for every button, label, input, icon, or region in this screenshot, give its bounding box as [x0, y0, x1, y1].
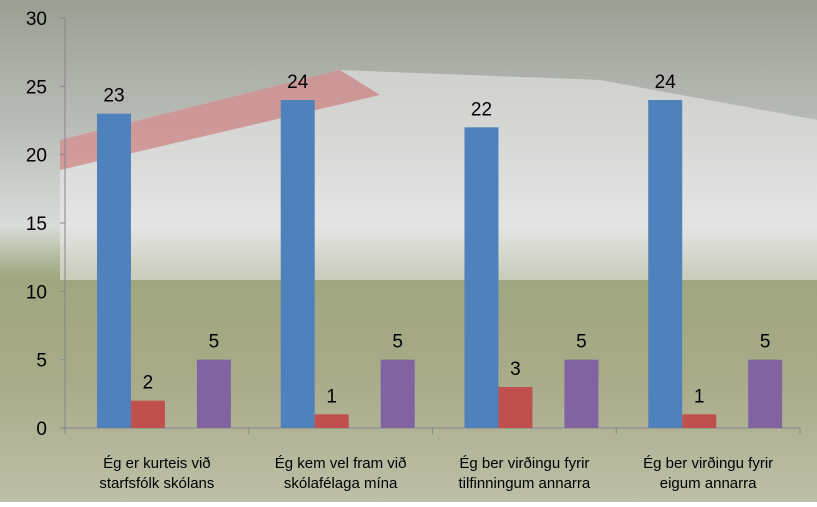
value-label: 3 — [510, 359, 521, 380]
x-tick-label-line: tilfinningum annarra — [459, 475, 591, 492]
value-label: 5 — [209, 332, 220, 353]
y-tick-label: 25 — [26, 77, 47, 98]
y-tick-label: 30 — [26, 9, 47, 30]
value-label: 23 — [103, 86, 124, 107]
bar — [315, 414, 349, 428]
x-tick-label-line: starfsfólk skólans — [99, 475, 214, 492]
chart: 051015202530Ég er kurteis viðstarfsfólk … — [0, 0, 817, 502]
bar — [648, 100, 682, 428]
bar — [197, 360, 231, 428]
bar — [381, 360, 415, 428]
y-tick-label: 5 — [36, 351, 47, 372]
x-tick-label-line: eigum annarra — [660, 475, 757, 492]
value-label: 1 — [694, 386, 705, 407]
bar — [682, 414, 716, 428]
bar — [748, 360, 782, 428]
bar — [564, 360, 598, 428]
y-tick-label: 15 — [26, 214, 47, 235]
value-label: 1 — [326, 386, 337, 407]
value-label: 5 — [760, 332, 771, 353]
x-tick-label-line: Ég ber virðingu fyrir — [459, 455, 589, 472]
value-label: 22 — [471, 99, 492, 120]
value-label: 24 — [287, 72, 309, 93]
x-tick-label-line: Ég ber virðingu fyrir — [643, 455, 773, 472]
value-label: 5 — [392, 332, 403, 353]
value-label: 24 — [655, 72, 677, 93]
x-tick-label-line: Ég kem vel fram við — [275, 455, 407, 472]
y-tick-label: 20 — [26, 146, 47, 167]
x-tick-label-line: Ég er kurteis við — [103, 455, 211, 472]
bar — [131, 401, 165, 428]
bar — [498, 387, 532, 428]
value-label: 2 — [143, 373, 154, 394]
value-label: 5 — [576, 332, 587, 353]
bar — [464, 127, 498, 428]
bar — [281, 100, 315, 428]
y-tick-label: 10 — [26, 282, 47, 303]
bar — [97, 114, 131, 428]
x-tick-label-line: skólafélaga mína — [284, 475, 398, 492]
y-tick-label: 0 — [36, 419, 47, 440]
